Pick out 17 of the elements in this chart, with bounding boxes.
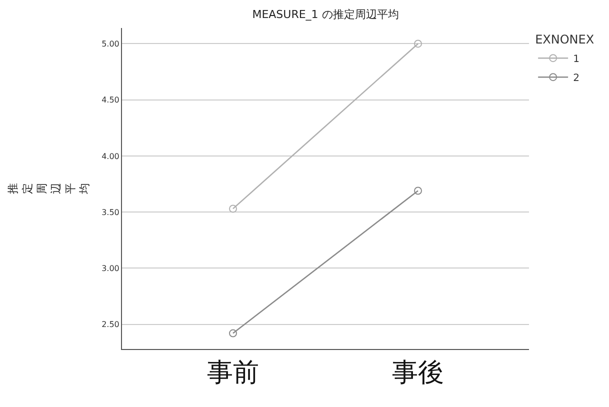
y-axis-title: 推定周辺平均	[6, 183, 92, 195]
legend-label: 2	[573, 73, 580, 84]
point	[414, 40, 422, 48]
y-tick-label: 4.00	[102, 152, 120, 161]
y-tick-label: 5.00	[102, 40, 120, 49]
y-tick-label: 3.50	[102, 208, 120, 217]
chart-title: MEASURE_1 の推定周辺平均	[252, 8, 399, 21]
legend-title: EXNONEX	[535, 32, 594, 47]
y-tick-label: 2.50	[102, 320, 120, 330]
y-tick-label: 4.50	[102, 96, 120, 105]
point	[229, 329, 237, 338]
point	[414, 186, 422, 195]
legend-label: 1	[573, 54, 580, 65]
x-tick-label: 事前	[207, 358, 259, 388]
y-tick-label: 3.00	[102, 264, 120, 273]
point	[229, 204, 237, 213]
x-tick-label: 事後	[392, 358, 444, 388]
